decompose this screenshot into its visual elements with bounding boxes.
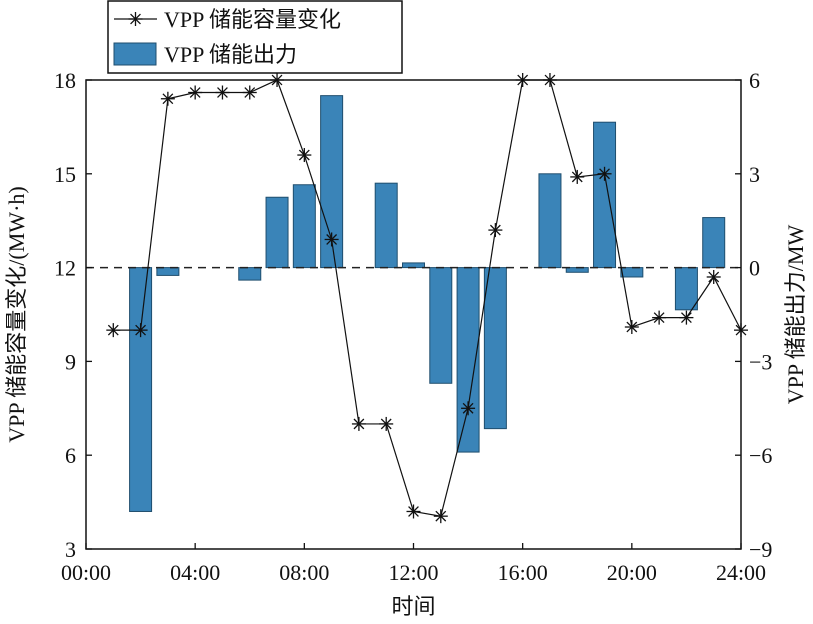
y-left-tick-label: 6 bbox=[65, 443, 76, 468]
axis-ticks: 00:00 04:00 08:00 12:00 16:00 20:00 24:00 3 6 9 12… bbox=[54, 68, 772, 585]
bar-output bbox=[593, 121, 617, 269]
plot-area-frame bbox=[85, 79, 742, 550]
legend-asterisk-marker bbox=[128, 12, 143, 26]
x-tick-label: 00:00 bbox=[61, 560, 111, 585]
y-left-tick-label: 18 bbox=[54, 68, 76, 93]
bars-layer bbox=[129, 95, 726, 512]
x-tick-label: 24:00 bbox=[716, 560, 766, 585]
legend-bar-swatch bbox=[113, 42, 157, 66]
bar-output bbox=[374, 182, 398, 269]
bar-output bbox=[292, 184, 316, 269]
bar-output bbox=[483, 267, 507, 430]
capacity-point-marker bbox=[242, 85, 257, 100]
y-right-tick-label: −3 bbox=[749, 349, 772, 374]
legend: VPP 储能容量变化 VPP 储能出力 bbox=[107, 0, 403, 74]
y-right-tick-label: −9 bbox=[749, 537, 772, 562]
bar-output bbox=[156, 267, 180, 276]
capacity-point-marker bbox=[406, 504, 421, 519]
x-tick-label: 04:00 bbox=[170, 560, 220, 585]
legend-box bbox=[107, 0, 403, 74]
y-left-tick-label: 12 bbox=[54, 256, 76, 281]
capacity-point-marker bbox=[106, 323, 121, 338]
capacity-point-marker bbox=[706, 269, 721, 284]
capacity-point-marker bbox=[215, 85, 230, 100]
y-left-tick-label: 15 bbox=[54, 162, 76, 187]
x-tick-label: 16:00 bbox=[498, 560, 548, 585]
capacity-point-marker bbox=[351, 416, 366, 431]
capacity-point-marker bbox=[570, 169, 585, 184]
capacity-point-marker bbox=[297, 148, 312, 163]
bar-output bbox=[129, 267, 153, 512]
capacity-point-marker bbox=[624, 320, 639, 335]
capacity-point-marker bbox=[652, 310, 667, 325]
capacity-line bbox=[113, 79, 742, 517]
capacity-point-marker bbox=[160, 91, 175, 106]
bar-output bbox=[620, 267, 644, 278]
y-right-tick-label: 6 bbox=[749, 68, 760, 93]
x-tick-label: 08:00 bbox=[279, 560, 329, 585]
capacity-point-marker bbox=[488, 223, 503, 238]
x-tick-label: 12:00 bbox=[388, 560, 438, 585]
legend-label-output: VPP 储能出力 bbox=[164, 42, 297, 67]
bar-output bbox=[238, 267, 262, 281]
y-right-tick-label: 0 bbox=[749, 256, 760, 281]
bar-output bbox=[429, 267, 453, 384]
capacity-point-marker bbox=[461, 401, 476, 416]
x-tick-label: 20:00 bbox=[607, 560, 657, 585]
bar-output bbox=[674, 267, 698, 311]
bar-output bbox=[538, 173, 562, 269]
y-right-tick-label: 3 bbox=[749, 162, 760, 187]
bar-output bbox=[265, 196, 289, 269]
capacity-point-marker bbox=[679, 310, 694, 325]
legend-label-capacity: VPP 储能容量变化 bbox=[164, 7, 341, 32]
right-axis-title: VPP 储能出力/MW bbox=[783, 225, 808, 405]
y-right-tick-label: −6 bbox=[749, 443, 772, 468]
capacity-point-marker bbox=[379, 416, 394, 431]
capacity-point-marker bbox=[133, 323, 148, 338]
capacity-point-marker bbox=[324, 232, 339, 247]
left-axis-title: VPP 储能容量变化/(MW·h) bbox=[4, 186, 29, 442]
y-left-tick-label: 3 bbox=[65, 537, 76, 562]
y-left-tick-label: 9 bbox=[65, 349, 76, 374]
capacity-point-marker bbox=[433, 509, 448, 524]
capacity-line-layer bbox=[106, 73, 748, 524]
capacity-point-marker bbox=[188, 85, 203, 100]
bar-output bbox=[702, 217, 726, 269]
legend-star-glyph bbox=[128, 12, 143, 26]
x-axis-title: 时间 bbox=[391, 594, 435, 619]
capacity-point-marker bbox=[597, 166, 612, 181]
